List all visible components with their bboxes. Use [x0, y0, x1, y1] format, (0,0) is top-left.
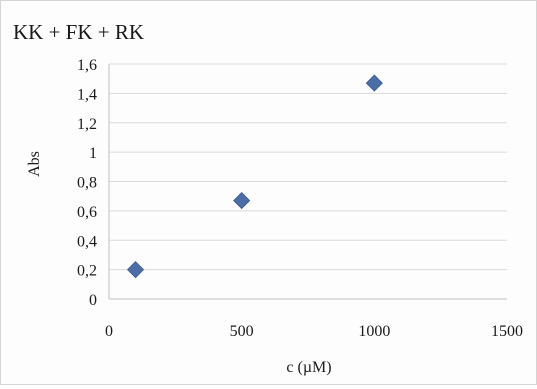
- y-tick-label: 0,2: [77, 263, 97, 280]
- y-tick-labels: 0 0,2 0,4 0,6 0,8 1 1,2 1,4 1,6: [77, 57, 97, 309]
- y-tick-label: 1,4: [77, 86, 97, 103]
- x-tick-label: 0: [105, 323, 113, 340]
- chart-title: KK + FK + RK: [13, 20, 144, 44]
- x-tick-label: 500: [230, 323, 254, 340]
- x-axis-label: c (µM): [286, 359, 331, 376]
- data-points: [126, 74, 383, 279]
- data-point: [365, 74, 383, 92]
- axes: [108, 64, 507, 300]
- x-tick-label: 1500: [491, 323, 523, 340]
- y-tick-label: 1: [89, 145, 97, 162]
- x-tick-labels: 0 500 1000 1500: [105, 323, 523, 340]
- y-tick-label: 0,4: [77, 233, 97, 250]
- data-point: [126, 261, 145, 279]
- y-tick-label: 1,2: [77, 116, 97, 133]
- y-tick-label: 0,6: [77, 204, 97, 221]
- x-tick-label: 1000: [358, 323, 390, 340]
- y-tick-label: 0,8: [77, 175, 97, 192]
- gridlines: [109, 63, 507, 271]
- y-tick-label: 0: [89, 292, 97, 309]
- y-axis-label: Abs: [26, 151, 43, 177]
- data-point: [233, 192, 251, 210]
- y-tick-label: 1,6: [77, 57, 97, 74]
